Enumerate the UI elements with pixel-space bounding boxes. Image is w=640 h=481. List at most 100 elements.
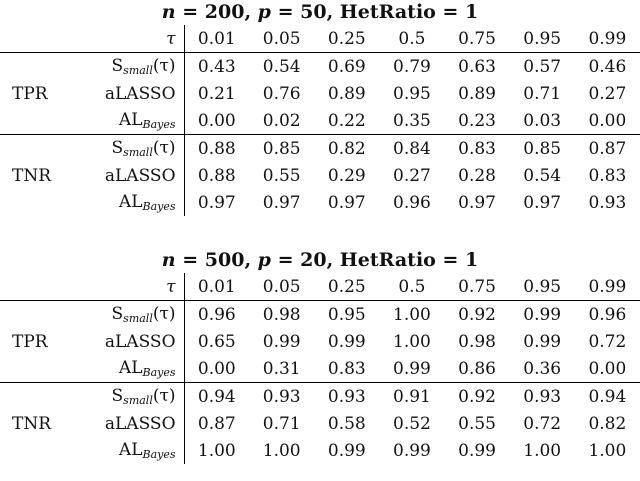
cell-value: 0.03 [509, 107, 575, 135]
cell-value: 1.00 [197, 440, 236, 461]
table-row: TPR Ssmall(τ) 0.43 0.54 0.69 0.79 0.63 0… [0, 52, 640, 135]
cell-value: 0.92 [458, 386, 496, 407]
group-label-tpr: TPR [0, 300, 70, 383]
method-label: Ssmall(τ) [70, 134, 185, 162]
cell-value: 0.94 [588, 386, 627, 407]
cell-value: 0.94 [197, 386, 236, 407]
table-row: ALBayes 0.97 0.97 0.97 0.96 0.97 0.97 0.… [0, 189, 640, 216]
cell-value: 0.87 [588, 138, 627, 159]
table-row: TNR Ssmall(τ) 0.88 0.85 0.82 0.84 0.83 0… [0, 134, 640, 186]
cell-value: 0.29 [327, 165, 366, 186]
cell-value: 0.98 [458, 331, 496, 352]
cell-value: 0.95 [393, 83, 431, 104]
cell-value: 0.54 [262, 56, 301, 77]
cell-value: 0.55 [458, 413, 496, 434]
cell-value: 0.97 [327, 192, 366, 213]
tau-value: 0.75 [444, 273, 510, 301]
method-label: aLASSO [70, 410, 185, 437]
cell-value: 0.84 [393, 138, 431, 159]
cell-value: 0.00 [184, 355, 250, 383]
tau-value: 0.05 [249, 273, 315, 301]
table-row: aLASSO 0.88 0.55 0.29 0.27 0.28 0.54 0.8… [0, 162, 640, 189]
tau-value: 0.5 [379, 273, 445, 301]
cell-value: 0.93 [327, 386, 366, 407]
tau-value: 0.95 [509, 25, 575, 53]
group-label-tnr: TNR [12, 413, 52, 434]
results-table-block-1: n = 200, p = 50, HetRatio = 1 τ 0.01 0.0… [0, 0, 640, 216]
table-row: ALBayes 1.00 1.00 0.99 0.99 0.99 1.00 1.… [0, 437, 640, 464]
header-row: τ 0.01 0.05 0.25 0.5 0.75 0.95 0.99 [0, 273, 640, 301]
cell-value: 0.88 [197, 138, 236, 159]
cell-value: 0.99 [393, 440, 431, 461]
cell-value: 0.85 [262, 138, 301, 159]
cell-value: 0.27 [393, 165, 431, 186]
method-label: ALBayes [70, 189, 185, 216]
tau-header-label: τ [70, 273, 185, 301]
method-label: Ssmall(τ) [70, 52, 185, 80]
results-table-block-2: n = 500, p = 20, HetRatio = 1 τ 0.01 0.0… [0, 248, 640, 464]
cell-value: 0.99 [327, 331, 366, 352]
cell-value: 0.28 [458, 165, 496, 186]
table-row: TPR Ssmall(τ) 0.96 0.98 0.95 1.00 0.92 0… [0, 300, 640, 383]
cell-value: 0.88 [197, 165, 236, 186]
method-label: Ssmall(τ) [70, 300, 185, 328]
cell-value: 0.79 [393, 56, 431, 77]
results-table: τ 0.01 0.05 0.25 0.5 0.75 0.95 0.99 TPR … [0, 273, 640, 464]
cell-value: 0.83 [588, 165, 627, 186]
cell-value: 0.93 [523, 386, 562, 407]
cell-value: 0.23 [444, 107, 510, 135]
cell-value: 0.93 [588, 192, 627, 213]
cell-value: 0.99 [262, 331, 301, 352]
title-n-value: 500 [204, 249, 245, 271]
method-label: aLASSO [70, 80, 185, 107]
tau-value: 0.5 [379, 25, 445, 53]
cell-value: 0.99 [458, 440, 496, 461]
cell-value: 0.97 [197, 192, 236, 213]
method-label: aLASSO [70, 328, 185, 355]
method-label: Ssmall(τ) [70, 382, 185, 410]
cell-value: 0.58 [327, 413, 366, 434]
table-row: aLASSO 0.87 0.71 0.58 0.52 0.55 0.72 0.8… [0, 410, 640, 437]
cell-value: 0.55 [262, 165, 301, 186]
tau-value: 0.05 [249, 25, 315, 53]
cell-value: 0.89 [458, 83, 496, 104]
cell-value: 0.86 [444, 355, 510, 383]
tau-value: 0.25 [314, 25, 380, 53]
table-row: ALBayes 0.00 0.31 0.83 0.99 0.86 0.36 0.… [0, 355, 640, 383]
cell-value: 0.00 [184, 107, 250, 135]
method-label: ALBayes [70, 355, 185, 383]
method-label: ALBayes [70, 437, 185, 464]
cell-value: 0.00 [574, 355, 640, 383]
tau-value: 0.01 [184, 273, 250, 301]
cell-value: 0.96 [197, 304, 236, 325]
cell-value: 0.91 [393, 386, 431, 407]
title-p-value: 20 [300, 249, 327, 271]
cell-value: 0.02 [249, 107, 315, 135]
table-title: n = 500, p = 20, HetRatio = 1 [161, 249, 479, 271]
table-title: n = 200, p = 50, HetRatio = 1 [161, 1, 479, 23]
cell-value: 0.93 [262, 386, 301, 407]
cell-value: 0.99 [523, 304, 562, 325]
results-table: τ 0.01 0.05 0.25 0.5 0.75 0.95 0.99 TPR … [0, 25, 640, 216]
cell-value: 0.85 [523, 138, 562, 159]
header-row: τ 0.01 0.05 0.25 0.5 0.75 0.95 0.99 [0, 25, 640, 53]
table-row: TNR Ssmall(τ) 0.94 0.93 0.93 0.91 0.92 0… [0, 382, 640, 434]
cell-value: 0.95 [327, 304, 366, 325]
table-row: aLASSO 0.65 0.99 0.99 1.00 0.98 0.99 0.7… [0, 328, 640, 355]
cell-value: 0.99 [379, 355, 445, 383]
method-label: ALBayes [70, 107, 185, 135]
cell-value: 0.89 [327, 83, 366, 104]
tau-value: 0.25 [314, 273, 380, 301]
cell-value: 1.00 [393, 331, 431, 352]
cell-value: 1.00 [262, 440, 301, 461]
cell-value: 0.54 [523, 165, 562, 186]
cell-value: 0.99 [523, 331, 562, 352]
cell-value: 0.46 [588, 56, 627, 77]
cell-value: 0.65 [197, 331, 236, 352]
cell-value: 0.52 [393, 413, 431, 434]
cell-value: 0.97 [262, 192, 301, 213]
cell-value: 0.97 [523, 192, 562, 213]
title-p-value: 50 [300, 1, 327, 23]
tau-header-label: τ [70, 25, 185, 53]
